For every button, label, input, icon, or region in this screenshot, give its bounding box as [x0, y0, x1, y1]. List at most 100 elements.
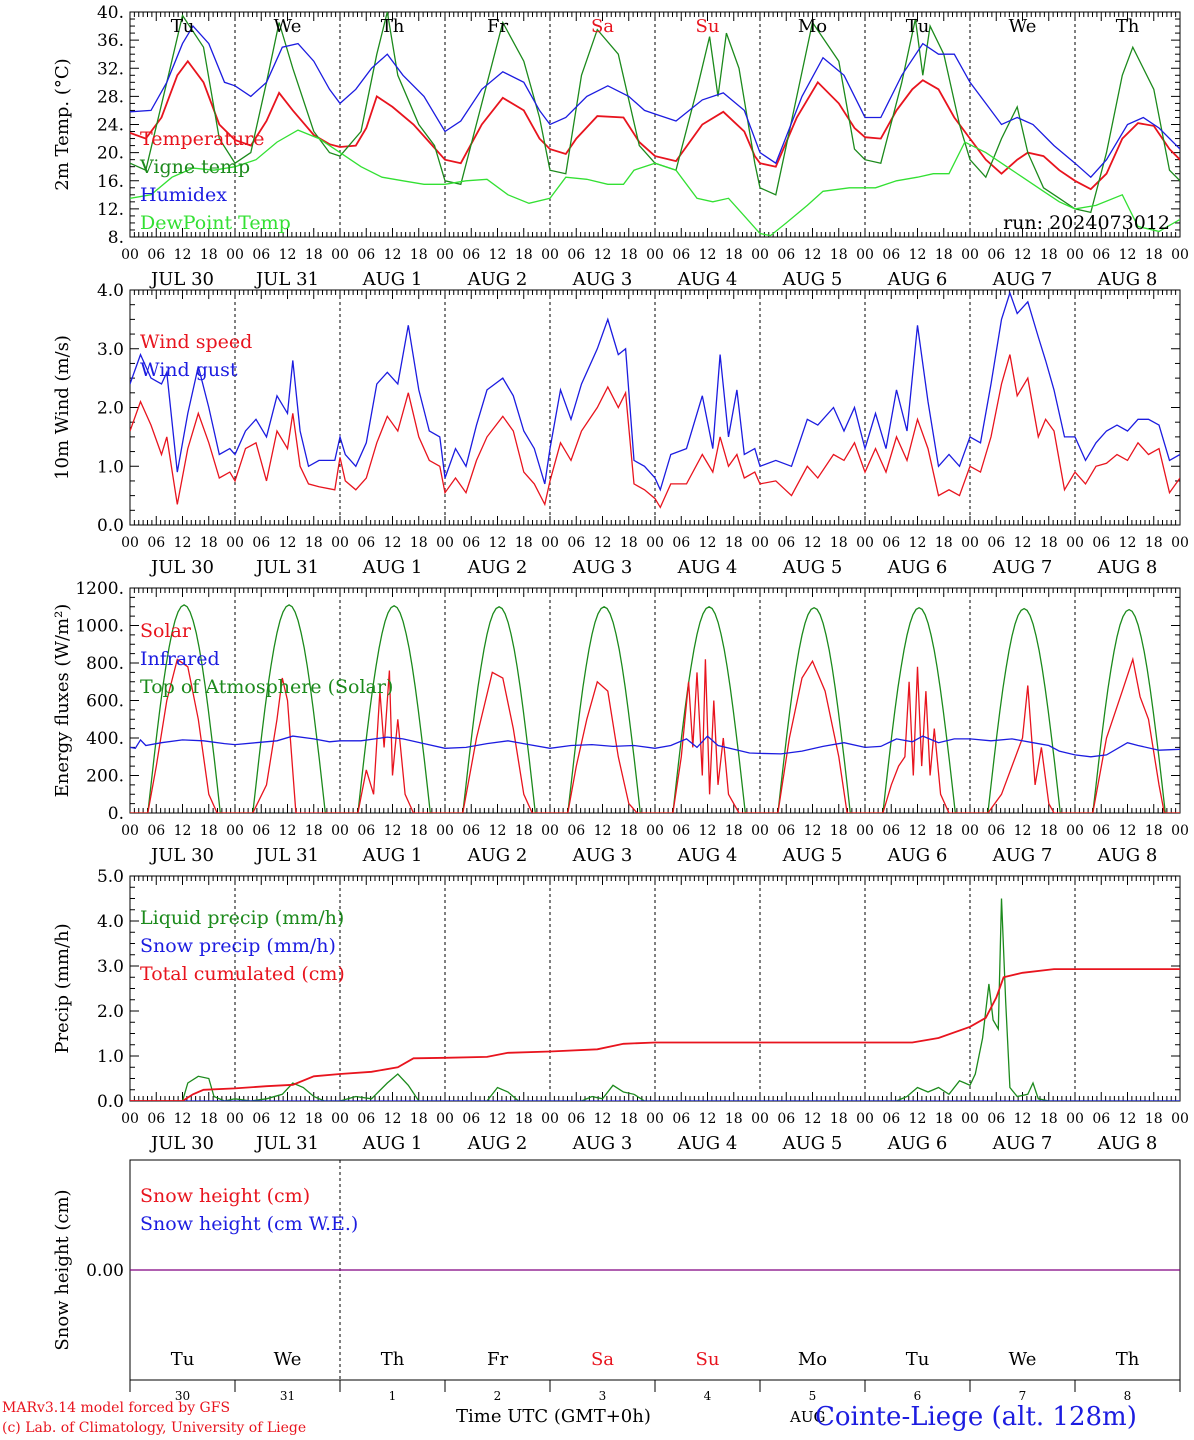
- weekday-label: Su: [696, 16, 720, 37]
- date-label: AUG 7: [992, 845, 1053, 866]
- weekday-label: Sa: [591, 1349, 614, 1370]
- date-label: AUG 3: [572, 269, 633, 290]
- hour-tick-label: 06: [567, 247, 585, 263]
- date-label: AUG 4: [677, 557, 738, 578]
- hour-tick-label: 06: [567, 823, 585, 839]
- hour-tick-label: 18: [515, 535, 533, 551]
- hour-tick-label: 06: [1092, 247, 1110, 263]
- panel-precip: 0.0 1.0 2.0 3.0 4.0 5.0 Precip (mm/h) Liquid pr…: [52, 867, 1189, 1154]
- y-tick-label: 32.: [97, 59, 124, 79]
- hour-tick-label: 18: [200, 1111, 218, 1127]
- hour-tick-label: 18: [305, 823, 323, 839]
- hour-tick-label: 00: [436, 535, 454, 551]
- hour-tick-label: 12: [279, 247, 297, 263]
- hour-tick-label: 00: [541, 247, 559, 263]
- hour-tick-label: 00: [751, 247, 769, 263]
- hour-tick-label: 06: [252, 247, 270, 263]
- hour-tick-label: 00: [751, 823, 769, 839]
- hour-tick-label: 18: [515, 1111, 533, 1127]
- weekday-label: Th: [1116, 1349, 1140, 1370]
- date-label: AUG 6: [887, 269, 948, 290]
- hour-tick-label: 18: [515, 247, 533, 263]
- legend-entry: Total cumulated (cm): [140, 963, 345, 985]
- hour-tick-label: 00: [331, 535, 349, 551]
- hour-tick-label: 18: [410, 1111, 428, 1127]
- day-number-label: 2: [494, 1389, 502, 1403]
- hour-tick-label: 18: [725, 1111, 743, 1127]
- hour-tick-label: 12: [699, 1111, 717, 1127]
- weekday-label: Su: [696, 1349, 720, 1370]
- hour-tick-label: 18: [1145, 535, 1163, 551]
- hour-tick-label: 00: [331, 823, 349, 839]
- hour-tick-label: 06: [462, 247, 480, 263]
- date-label: AUG 1: [362, 845, 423, 866]
- hour-tick-label: 12: [1119, 1111, 1137, 1127]
- hour-tick-label: 00: [961, 1111, 979, 1127]
- date-label: AUG 3: [572, 845, 633, 866]
- weekday-label: Th: [381, 16, 405, 37]
- weekday-label: We: [274, 1349, 302, 1370]
- day-number-label: 6: [914, 1389, 922, 1403]
- hour-tick-label: 12: [594, 823, 612, 839]
- weekday-label: Tu: [906, 16, 930, 37]
- hour-tick-label: 12: [384, 535, 402, 551]
- date-label: AUG 1: [362, 1133, 423, 1154]
- y-tick-label: 1200.: [75, 579, 124, 599]
- hour-tick-label: 06: [987, 1111, 1005, 1127]
- hour-tick-label: 00: [646, 247, 664, 263]
- hour-tick-label: 06: [567, 535, 585, 551]
- hour-tick-label: 18: [620, 535, 638, 551]
- y-axis-label: Snow height (cm): [52, 1189, 73, 1350]
- day-number-label: 8: [1124, 1389, 1132, 1403]
- hour-tick-label: 18: [830, 247, 848, 263]
- y-tick-label: 4.0: [97, 912, 124, 932]
- hour-tick-label: 18: [410, 823, 428, 839]
- day-number-label: 7: [1019, 1389, 1027, 1403]
- hour-tick-label: 12: [1119, 247, 1137, 263]
- y-tick-label: 12.: [97, 200, 124, 220]
- y-tick-label: 4.0: [97, 281, 124, 301]
- hour-tick-label: 18: [830, 823, 848, 839]
- hour-tick-label: 18: [935, 823, 953, 839]
- hour-tick-label: 12: [174, 535, 192, 551]
- y-tick-label: 3.0: [97, 340, 124, 360]
- hour-tick-label: 12: [594, 535, 612, 551]
- day-number-label: 30: [175, 1389, 190, 1403]
- hour-tick-label: 00: [751, 1111, 769, 1127]
- hour-tick-label: 12: [174, 1111, 192, 1127]
- legend-entry: Vigne temp: [139, 156, 250, 178]
- y-tick-label: 2.0: [97, 399, 124, 419]
- weekday-label: Tu: [171, 1349, 195, 1370]
- y-tick-label: 3.0: [97, 957, 124, 977]
- hour-tick-label: 18: [200, 823, 218, 839]
- hour-tick-label: 06: [882, 1111, 900, 1127]
- weekday-label: Th: [1116, 16, 1140, 37]
- y-tick-label: 8.: [108, 228, 124, 248]
- hour-tick-label: 06: [462, 823, 480, 839]
- series-group: [130, 290, 1180, 509]
- hour-tick-label: 06: [777, 823, 795, 839]
- hour-tick-label: 18: [935, 1111, 953, 1127]
- date-label: AUG 8: [1097, 845, 1158, 866]
- hour-tick-label: 06: [777, 535, 795, 551]
- hour-tick-label: 12: [489, 535, 507, 551]
- weekday-label: We: [274, 16, 302, 37]
- hour-tick-label: 00: [1171, 535, 1189, 551]
- hour-tick-label: 18: [515, 823, 533, 839]
- hour-tick-label: 06: [1092, 535, 1110, 551]
- date-label: AUG 4: [677, 845, 738, 866]
- hour-tick-label: 06: [672, 247, 690, 263]
- date-label: AUG 7: [992, 1133, 1053, 1154]
- date-label: AUG 1: [362, 269, 423, 290]
- hour-tick-label: 12: [594, 1111, 612, 1127]
- y-tick-label: 0.0: [97, 1092, 124, 1112]
- hour-tick-label: 06: [462, 1111, 480, 1127]
- date-label: AUG 5: [782, 1133, 843, 1154]
- hour-tick-label: 06: [147, 247, 165, 263]
- bottom-month-label: AUG: [790, 1408, 826, 1426]
- hour-tick-label: 00: [961, 823, 979, 839]
- hour-tick-label: 06: [357, 535, 375, 551]
- weekday-label: We: [1009, 16, 1037, 37]
- hour-tick-label: 18: [1145, 247, 1163, 263]
- hour-tick-label: 00: [646, 1111, 664, 1127]
